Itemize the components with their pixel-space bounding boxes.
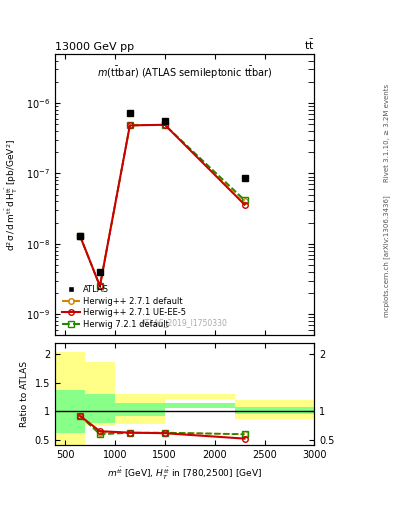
Y-axis label: $\mathrm{d^2\sigma\,/\,d\,m^{t\bar{t}}\,d\,H_T^{t\bar{t}}}$ [pb/GeV$^2$]: $\mathrm{d^2\sigma\,/\,d\,m^{t\bar{t}}\,…: [4, 138, 20, 251]
Bar: [85, 394, 115, 423]
Bar: [165, 403, 235, 409]
Text: mcplots.cern.ch [arXiv:1306.3436]: mcplots.cern.ch [arXiv:1306.3436]: [384, 195, 391, 317]
X-axis label: $m^{t\bar{t}}$ [GeV], $H_T^{t\bar{t}}$ in [780,2500] [GeV]: $m^{t\bar{t}}$ [GeV], $H_T^{t\bar{t}}$ i…: [107, 466, 262, 482]
Bar: [115, 403, 165, 416]
Text: ATLAS_2019_I1750330: ATLAS_2019_I1750330: [141, 318, 228, 327]
Text: $m$(t$\bar{\mathrm{t}}$bar) (ATLAS semileptonic t$\bar{\mathrm{t}}$bar): $m$(t$\bar{\mathrm{t}}$bar) (ATLAS semil…: [97, 65, 273, 81]
Bar: [85, 362, 115, 425]
Bar: [55, 390, 85, 433]
Bar: [115, 394, 165, 424]
Bar: [55, 352, 85, 445]
Bar: [165, 394, 235, 399]
Legend: ATLAS, Herwig++ 2.7.1 default, Herwig++ 2.7.1 UE-EE-5, Herwig 7.2.1 default: ATLAS, Herwig++ 2.7.1 default, Herwig++ …: [59, 283, 189, 331]
Text: Rivet 3.1.10, ≥ 3.2M events: Rivet 3.1.10, ≥ 3.2M events: [384, 84, 390, 182]
Y-axis label: Ratio to ATLAS: Ratio to ATLAS: [20, 361, 29, 427]
Bar: [235, 400, 314, 419]
Text: 13000 GeV pp: 13000 GeV pp: [55, 41, 134, 52]
Bar: [235, 407, 314, 414]
Text: $\mathrm{t\bar{t}}$: $\mathrm{t\bar{t}}$: [304, 37, 314, 52]
